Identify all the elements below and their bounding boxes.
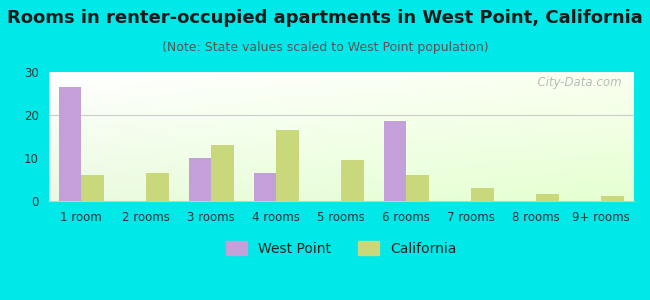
Bar: [146, 173, 169, 201]
Bar: [254, 173, 276, 201]
Bar: [601, 196, 624, 201]
Bar: [188, 158, 211, 201]
Bar: [81, 175, 104, 201]
Bar: [471, 188, 494, 201]
Text: Rooms in renter-occupied apartments in West Point, California: Rooms in renter-occupied apartments in W…: [7, 9, 643, 27]
Bar: [341, 160, 364, 201]
Bar: [58, 87, 81, 201]
Text: (Note: State values scaled to West Point population): (Note: State values scaled to West Point…: [162, 40, 488, 53]
Bar: [406, 175, 429, 201]
Text: City-Data.com: City-Data.com: [530, 76, 622, 89]
Bar: [211, 145, 234, 201]
Legend: West Point, California: West Point, California: [220, 235, 462, 261]
Bar: [276, 130, 299, 201]
Bar: [536, 194, 559, 201]
Bar: [384, 122, 406, 201]
